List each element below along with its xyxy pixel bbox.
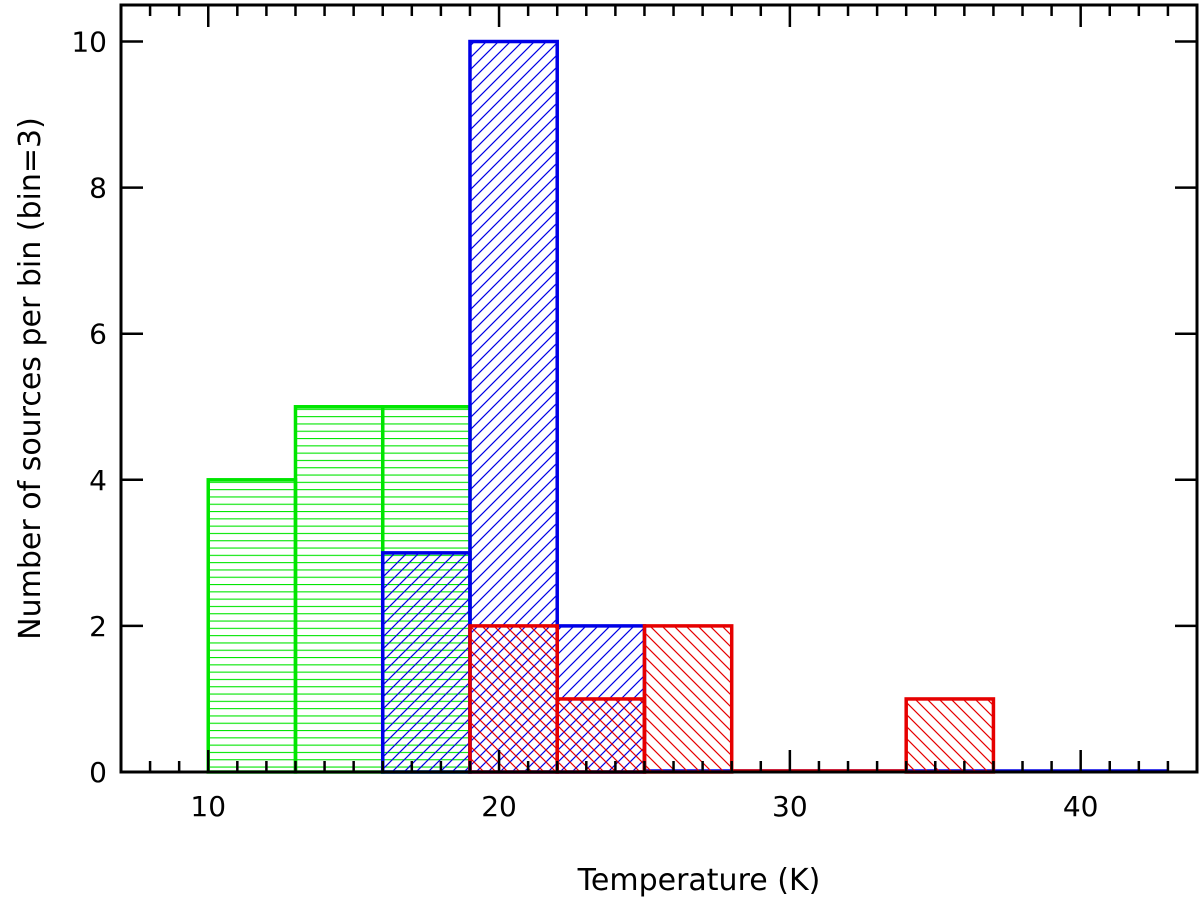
plot-frame [119, 3, 1199, 774]
histogram-bar [293, 405, 385, 774]
x-tick-label: 30 [772, 790, 808, 823]
x-axis-title: Temperature (K) [577, 863, 821, 898]
y-tick-label: 8 [89, 172, 107, 205]
x-tick-label: 40 [1063, 790, 1099, 823]
x-tick-label: 10 [190, 790, 226, 823]
histogram-bar [206, 478, 298, 774]
histogram-bar [468, 624, 559, 774]
y-tick-label: 2 [89, 610, 107, 643]
histogram-bars [206, 39, 1168, 774]
plot-axes [119, 3, 1199, 774]
histogram-bar [380, 551, 472, 774]
histogram-bar [555, 697, 647, 774]
y-tick-label: 0 [89, 756, 107, 789]
y-tick-label: 4 [89, 464, 107, 497]
x-tick-label: 20 [481, 790, 517, 823]
histogram-bar [904, 697, 996, 774]
axis-ticks [119, 5, 1199, 774]
y-tick-label: 6 [89, 318, 107, 351]
y-axis-title: Number of sources per bin (bin=3) [13, 117, 48, 640]
histogram-bar [642, 624, 734, 774]
y-tick-label: 10 [71, 26, 107, 59]
